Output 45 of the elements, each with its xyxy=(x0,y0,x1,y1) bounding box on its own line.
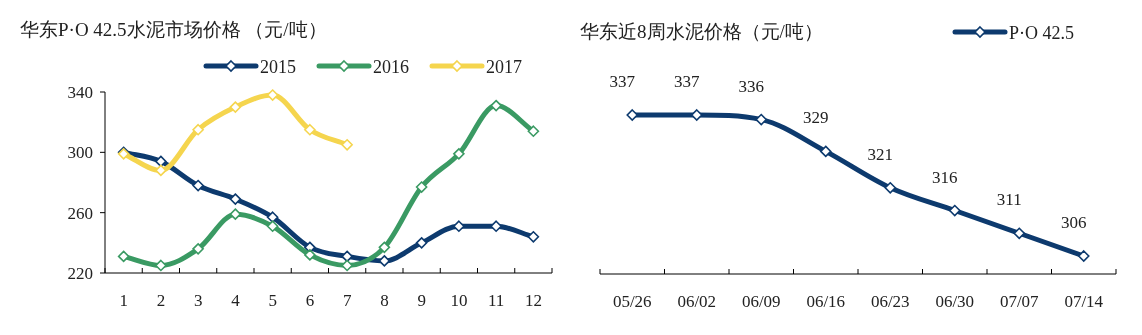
point xyxy=(155,259,167,272)
point xyxy=(755,113,768,126)
point xyxy=(948,204,961,217)
point xyxy=(266,211,279,223)
y-tick-label: 220 xyxy=(67,264,93,283)
point xyxy=(229,193,242,205)
point xyxy=(527,231,540,243)
point xyxy=(527,125,540,138)
point xyxy=(1077,250,1090,262)
point xyxy=(304,249,316,261)
point xyxy=(819,145,832,158)
point xyxy=(192,243,204,255)
y-tick-label: 300 xyxy=(67,143,93,163)
chart-title: 华东近8周水泥价格（元/吨） xyxy=(580,21,823,42)
y-tick-label: 340 xyxy=(67,83,93,102)
point xyxy=(155,164,167,177)
point xyxy=(304,123,316,136)
point xyxy=(415,181,428,193)
data-label: 329 xyxy=(803,108,829,128)
point xyxy=(117,250,130,263)
data-label: 321 xyxy=(867,144,893,164)
data-label: 311 xyxy=(996,190,1022,210)
point xyxy=(341,138,353,151)
point xyxy=(453,148,465,160)
point xyxy=(192,123,204,136)
point xyxy=(192,179,204,192)
data-label: 336 xyxy=(738,76,764,96)
point xyxy=(1013,227,1026,240)
point xyxy=(378,241,391,254)
data-label: 337 xyxy=(609,72,636,91)
data-label: 316 xyxy=(932,167,958,187)
point xyxy=(229,101,242,113)
legend-label: 2017 xyxy=(486,57,522,77)
point xyxy=(490,99,502,112)
point xyxy=(415,237,428,249)
point xyxy=(341,259,353,272)
data-label: 337 xyxy=(674,72,700,91)
legend-label: 2015 xyxy=(260,57,296,77)
point xyxy=(884,181,897,194)
y-tick-label: 260 xyxy=(67,203,93,223)
legend-label: 2016 xyxy=(373,57,409,77)
data-label: 306 xyxy=(1061,213,1087,232)
legend-label: P·O 42.5 xyxy=(1009,23,1075,43)
chart-title: 华东P·O 42.5水泥市场价格 （元/吨） xyxy=(20,19,327,40)
point xyxy=(266,220,279,233)
